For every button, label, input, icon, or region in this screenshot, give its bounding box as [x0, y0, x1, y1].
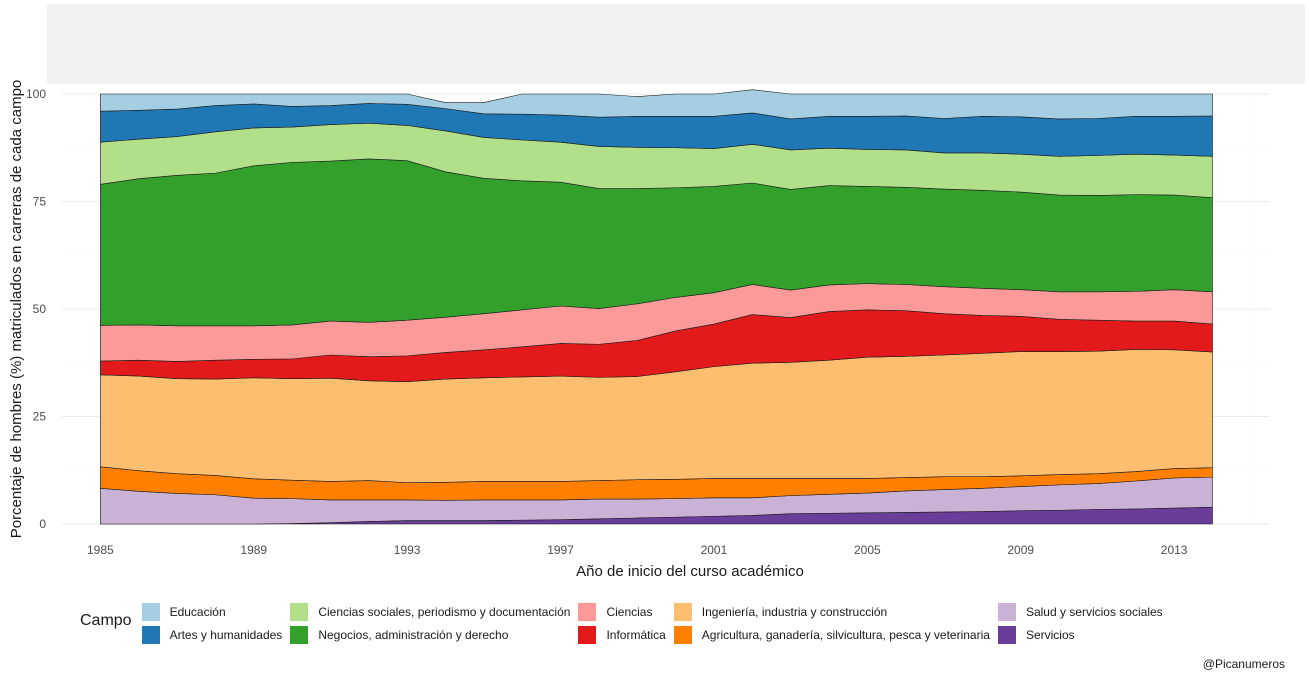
y-tick-label: 75	[33, 195, 47, 209]
caption: @Picanumeros	[1202, 657, 1285, 671]
legend-label: Salud y servicios sociales	[1025, 604, 1163, 619]
y-axis-title: Porcentaje de hombres (%) matriculados e…	[8, 80, 25, 539]
legend-column: Educación Artes y humanidades	[141, 600, 283, 646]
legend-label: Ciencias sociales, periodismo y document…	[318, 604, 571, 619]
legend-item: Educación	[141, 600, 283, 623]
y-tick-label: 25	[33, 410, 47, 424]
x-tick-label: 1989	[240, 543, 267, 557]
y-tick-label: 0	[39, 517, 46, 531]
legend-label: Negocios, administración y derecho	[318, 627, 509, 642]
legend-swatch	[141, 625, 160, 644]
legend-column: Ciencias Informática	[578, 600, 666, 646]
y-tick-label: 100	[26, 87, 46, 101]
x-tick-label: 1985	[87, 543, 114, 557]
legend-label: Educación	[169, 604, 226, 619]
legend-label: Ciencias	[606, 604, 653, 619]
x-tick-label: 2005	[854, 543, 881, 557]
legend-swatch	[997, 625, 1016, 644]
legend-item: Agricultura, ganadería, silvicultura, pe…	[673, 623, 990, 646]
x-axis-ticks: 1985 1989 1993 1997 2001 2005 2009 2013	[87, 543, 1188, 557]
x-tick-label: 2009	[1007, 543, 1034, 557]
legend-item: Ciencias	[578, 600, 665, 623]
legend-label: Artes y humanidades	[169, 627, 283, 642]
legend-label: Servicios	[1025, 627, 1075, 642]
y-tick-label: 50	[33, 302, 47, 316]
legend-swatch	[673, 602, 692, 621]
legend-swatch	[141, 602, 160, 621]
legend: Campo Educación Artes y humanidades Cienci…	[80, 600, 1171, 646]
legend-item: Servicios	[997, 623, 1163, 646]
legend-column: Salud y servicios sociales Servicios	[997, 600, 1163, 646]
x-tick-label: 1997	[547, 543, 574, 557]
legend-item: Salud y servicios sociales	[997, 600, 1163, 623]
legend-swatch	[290, 625, 309, 644]
legend-item: Negocios, administración y derecho	[290, 623, 570, 646]
x-axis-title: Año de inicio del curso académico	[576, 563, 804, 580]
title-strip	[47, 4, 1305, 84]
legend-column: Ciencias sociales, periodismo y document…	[290, 600, 570, 646]
legend-item: Ingeniería, industria y construcción	[673, 600, 990, 623]
legend-swatch	[578, 625, 597, 644]
x-tick-label: 1993	[394, 543, 421, 557]
x-tick-label: 2013	[1161, 543, 1188, 557]
area-educacion	[100, 89, 1213, 120]
legend-column: Ingeniería, industria y construcción Agri…	[673, 600, 990, 646]
legend-label: Ingeniería, industria y construcción	[701, 604, 888, 619]
y-axis-ticks: 0 25 50 75 100	[26, 87, 46, 531]
legend-label: Agricultura, ganadería, silvicultura, pe…	[701, 627, 990, 642]
areas	[100, 89, 1213, 525]
legend-title: Campo	[80, 612, 132, 629]
legend-label: Informática	[606, 627, 666, 642]
legend-item: Informática	[578, 623, 666, 646]
legend-swatch	[673, 625, 692, 644]
legend-swatch	[997, 602, 1016, 621]
legend-item: Artes y humanidades	[141, 623, 283, 646]
legend-swatch	[290, 602, 309, 621]
legend-swatch	[578, 602, 597, 621]
legend-item: Ciencias sociales, periodismo y document…	[290, 600, 570, 623]
x-tick-label: 2001	[701, 543, 728, 557]
legend-columns: Educación Artes y humanidades Ciencias soc…	[141, 600, 1171, 646]
